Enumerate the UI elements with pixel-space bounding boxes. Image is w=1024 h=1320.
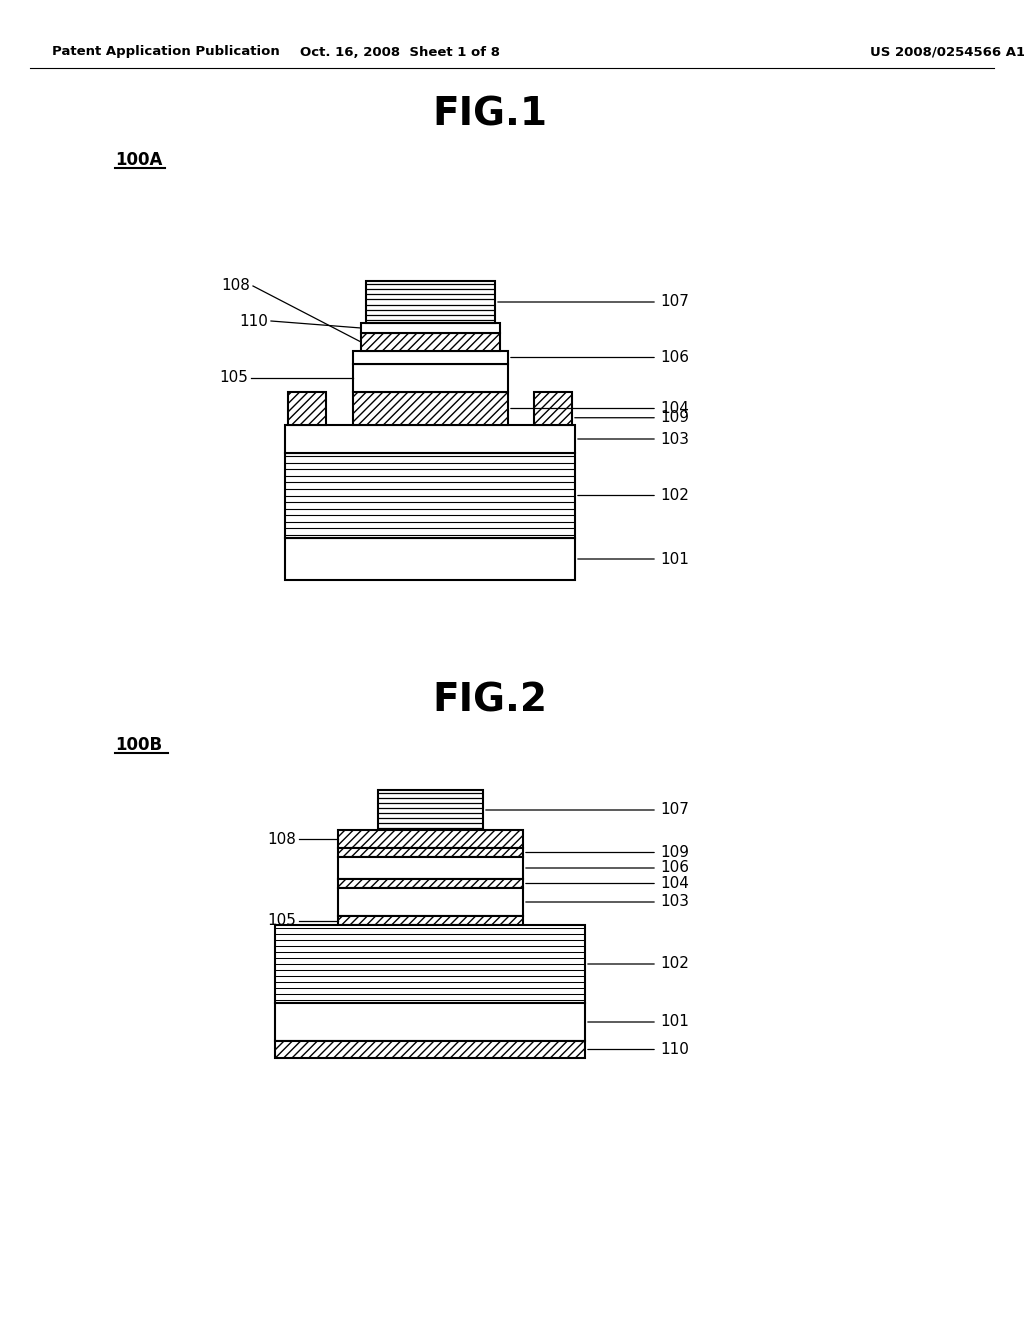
Text: 106: 106	[660, 350, 689, 366]
Text: 110: 110	[660, 1041, 689, 1057]
Text: 109: 109	[660, 845, 689, 861]
Bar	[361, 323, 500, 333]
Bar	[275, 925, 585, 1003]
Bar	[338, 916, 523, 925]
Text: 107: 107	[660, 803, 689, 817]
Bar	[338, 879, 523, 888]
Text: Patent Application Publication: Patent Application Publication	[52, 45, 280, 58]
Text: US 2008/0254566 A1: US 2008/0254566 A1	[870, 45, 1024, 58]
Text: 110: 110	[240, 314, 268, 329]
Text: Oct. 16, 2008  Sheet 1 of 8: Oct. 16, 2008 Sheet 1 of 8	[300, 45, 500, 58]
Text: 104: 104	[660, 401, 689, 416]
Text: 101: 101	[660, 1015, 689, 1030]
Text: 104: 104	[660, 876, 689, 891]
Text: 108: 108	[221, 279, 250, 293]
Bar	[338, 847, 523, 857]
Text: 100B: 100B	[115, 737, 162, 754]
Text: 105: 105	[267, 913, 296, 928]
Bar	[288, 392, 326, 425]
Bar	[275, 1041, 585, 1059]
Bar	[338, 888, 523, 916]
Bar	[353, 392, 508, 425]
Text: FIG.1: FIG.1	[432, 96, 548, 135]
Text: 107: 107	[660, 294, 689, 309]
Text: 106: 106	[660, 861, 689, 875]
Text: FIG.2: FIG.2	[432, 681, 548, 719]
Bar	[285, 539, 575, 579]
Bar	[285, 453, 575, 539]
Bar	[338, 857, 523, 879]
Text: 103: 103	[660, 895, 689, 909]
Bar	[285, 425, 575, 453]
Bar	[353, 364, 508, 392]
Bar	[338, 830, 523, 847]
Bar	[361, 333, 500, 351]
Text: 105: 105	[219, 371, 248, 385]
Text: 100A: 100A	[115, 150, 163, 169]
Text: 102: 102	[660, 488, 689, 503]
Bar	[366, 281, 495, 323]
Text: 103: 103	[660, 432, 689, 446]
Text: 102: 102	[660, 957, 689, 972]
Text: 101: 101	[660, 552, 689, 566]
Bar	[534, 392, 572, 425]
Bar	[378, 789, 483, 830]
Text: 108: 108	[267, 832, 296, 846]
Bar	[275, 1003, 585, 1041]
Bar	[353, 351, 508, 364]
Text: 109: 109	[660, 411, 689, 425]
